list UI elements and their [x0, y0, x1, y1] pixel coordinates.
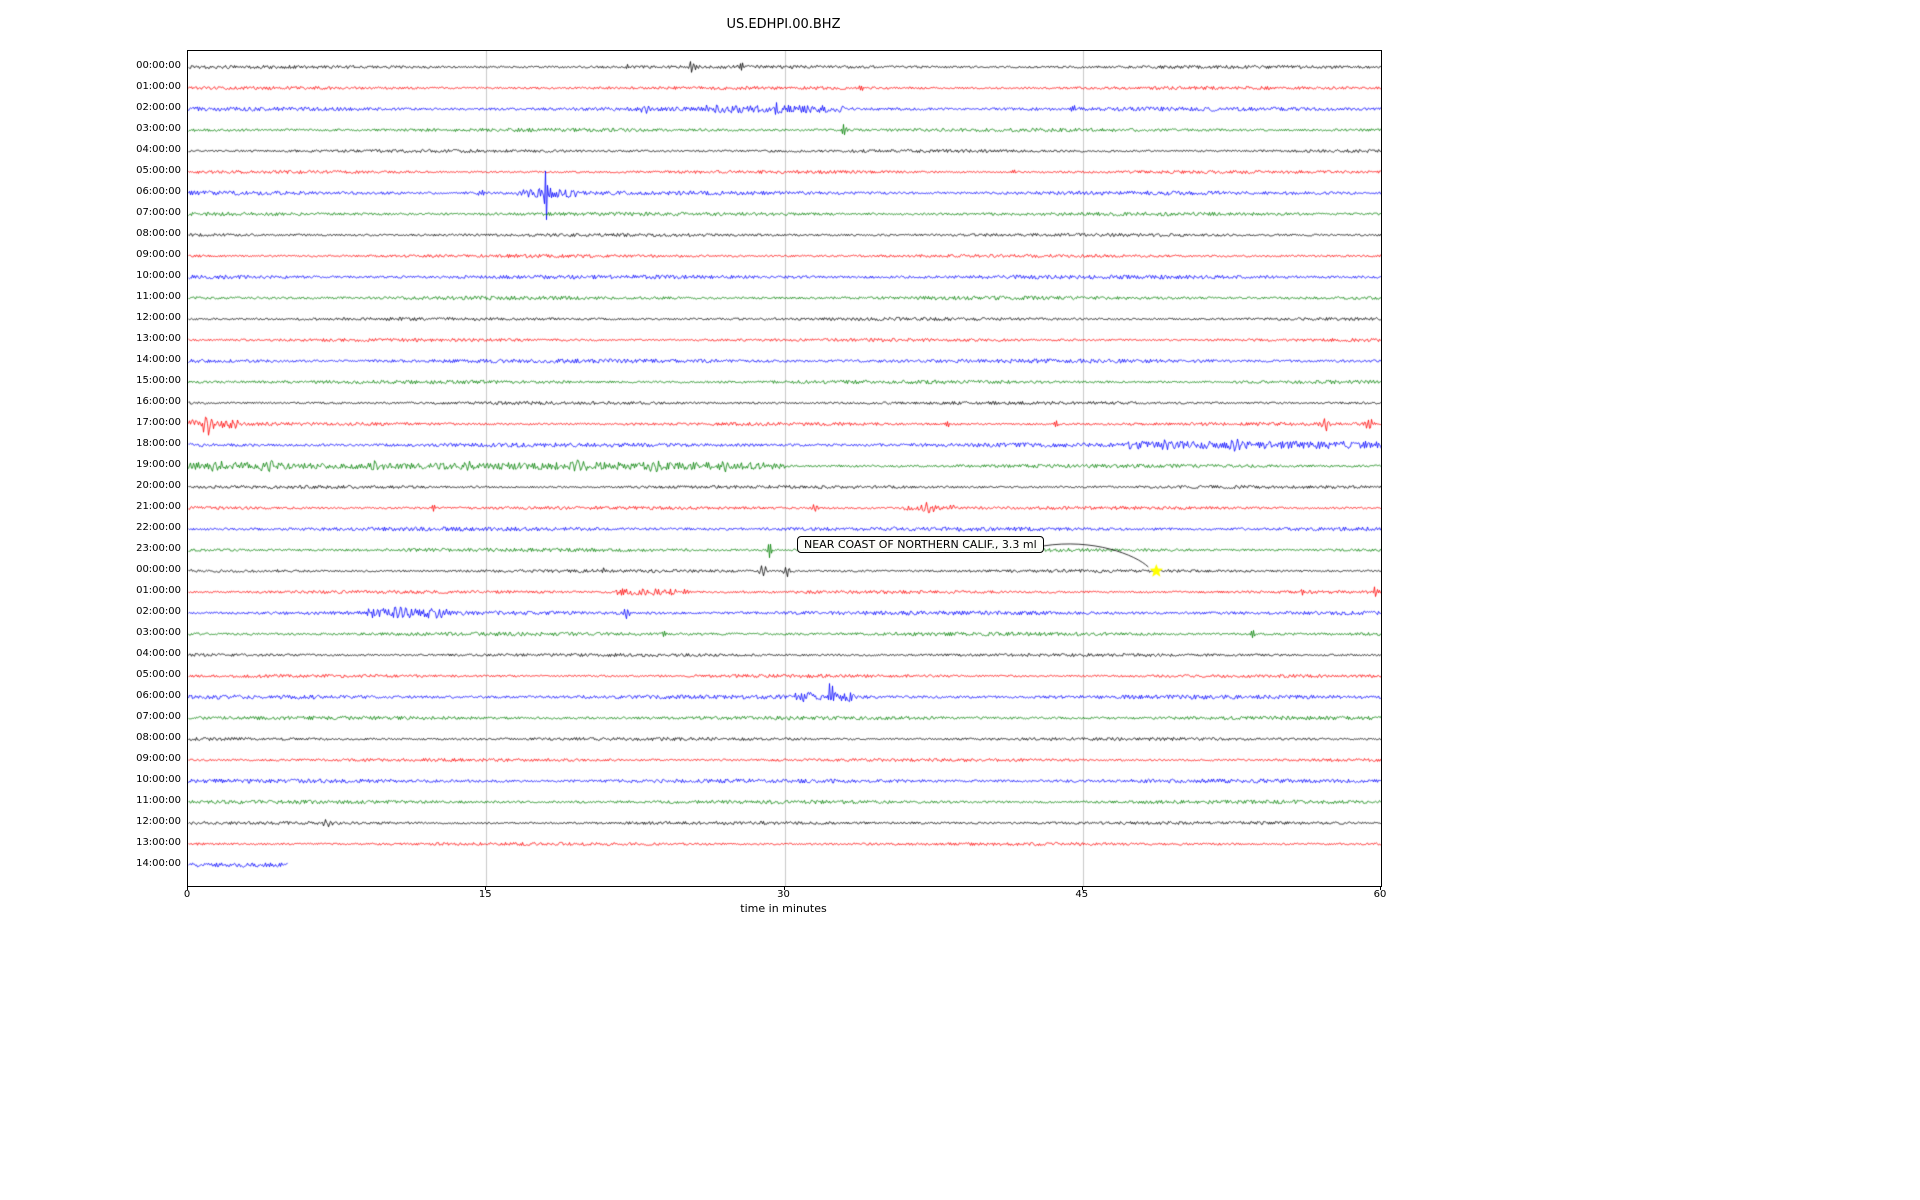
x-tick-mark	[187, 886, 188, 890]
x-tick-label: 60	[1373, 889, 1387, 900]
row-time-label: 16:00:00	[136, 396, 181, 407]
x-tick-label: 45	[1075, 889, 1089, 900]
row-time-label: 01:00:00	[136, 81, 181, 92]
row-time-label: 21:00:00	[136, 501, 181, 512]
row-time-label: 05:00:00	[136, 165, 181, 176]
row-time-label: 07:00:00	[136, 711, 181, 722]
row-time-label: 10:00:00	[136, 774, 181, 785]
row-time-label: 03:00:00	[136, 627, 181, 638]
row-time-label: 02:00:00	[136, 102, 181, 113]
row-time-label: 18:00:00	[136, 438, 181, 449]
row-time-label: 09:00:00	[136, 249, 181, 260]
row-time-label: 10:00:00	[136, 270, 181, 281]
x-tick-mark	[783, 886, 785, 890]
row-time-label: 22:00:00	[136, 522, 181, 533]
row-time-label: 08:00:00	[136, 228, 181, 239]
row-time-label: 01:00:00	[136, 585, 181, 596]
row-time-label: 11:00:00	[136, 795, 181, 806]
row-time-label: 12:00:00	[136, 312, 181, 323]
x-tick-label: 0	[183, 889, 191, 900]
x-tick-mark	[1081, 886, 1083, 890]
plot-area	[187, 50, 1382, 887]
row-time-label: 00:00:00	[136, 564, 181, 575]
x-tick-label: 15	[478, 889, 492, 900]
row-time-label: 12:00:00	[136, 816, 181, 827]
row-time-label: 20:00:00	[136, 480, 181, 491]
x-tick-mark	[1380, 886, 1381, 890]
row-time-label: 08:00:00	[136, 732, 181, 743]
chart-title: US.EDHPI.00.BHZ	[726, 17, 841, 32]
row-time-label: 04:00:00	[136, 144, 181, 155]
row-time-label: 06:00:00	[136, 690, 181, 701]
row-time-label: 13:00:00	[136, 837, 181, 848]
row-time-label: 03:00:00	[136, 123, 181, 134]
row-time-label: 07:00:00	[136, 207, 181, 218]
helicorder-plot-canvas	[188, 51, 1381, 886]
row-time-label: 11:00:00	[136, 291, 181, 302]
row-time-label: 13:00:00	[136, 333, 181, 344]
x-tick-label: 30	[777, 889, 790, 900]
row-time-label: 05:00:00	[136, 669, 181, 680]
x-axis-label: time in minutes	[740, 902, 827, 915]
row-time-label: 19:00:00	[136, 459, 181, 470]
row-time-label: 14:00:00	[136, 354, 181, 365]
row-time-label: 14:00:00	[136, 858, 181, 869]
row-time-label: 15:00:00	[136, 375, 181, 386]
row-time-label: 23:00:00	[136, 543, 181, 554]
row-time-label: 06:00:00	[136, 186, 181, 197]
x-tick-mark	[485, 886, 487, 890]
row-time-label: 04:00:00	[136, 648, 181, 659]
row-time-label: 00:00:00	[136, 60, 181, 71]
row-time-label: 02:00:00	[136, 606, 181, 617]
row-time-label: 09:00:00	[136, 753, 181, 764]
event-annotation: NEAR COAST OF NORTHERN CALIF., 3.3 ml	[797, 536, 1044, 553]
row-time-label: 17:00:00	[136, 417, 181, 428]
